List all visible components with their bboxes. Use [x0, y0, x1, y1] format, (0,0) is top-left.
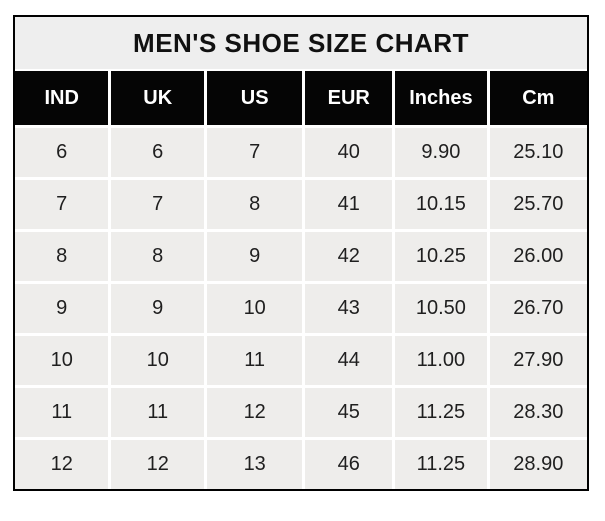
column-header: IND [15, 71, 109, 125]
size-table-body: 6 6 7 40 9.90 25.10 7 7 8 41 10.15 25.70 8 8 9 42 10.25 2… [15, 128, 587, 489]
table-cell: 6 [15, 128, 109, 177]
table-cell: 10.50 [395, 284, 487, 333]
table-cell: 8 [111, 232, 204, 281]
table-cell: 9 [15, 284, 109, 333]
column-header: Cm [489, 71, 587, 125]
table-cell: 27.90 [489, 336, 587, 385]
table-cell: 40 [305, 128, 393, 177]
chart-title: MEN'S SHOE SIZE CHART [15, 17, 587, 69]
table-cell: 9 [111, 284, 204, 333]
table-cell: 42 [305, 232, 393, 281]
table-cell: 10 [15, 336, 109, 385]
table-cell: 7 [206, 128, 303, 177]
table-cell: 10.25 [395, 232, 487, 281]
column-header: EUR [305, 71, 393, 125]
table-cell: 28.30 [489, 388, 587, 437]
table-cell: 11 [15, 388, 109, 437]
table-cell: 10 [111, 336, 204, 385]
table-header-row: IND UK US EUR Inches Cm [15, 71, 587, 125]
column-header: UK [111, 71, 204, 125]
table-cell: 41 [305, 180, 393, 229]
table-cell: 11.00 [395, 336, 487, 385]
table-cell: 12 [206, 388, 303, 437]
table-cell: 11.25 [395, 440, 487, 489]
table-cell: 7 [15, 180, 109, 229]
table-cell: 28.90 [489, 440, 587, 489]
column-header: Inches [395, 71, 487, 125]
shoe-size-chart: MEN'S SHOE SIZE CHART IND UK US EUR Inches Cm… [13, 15, 589, 491]
table-cell: 44 [305, 336, 393, 385]
table-cell: 25.10 [489, 128, 587, 177]
table-cell: 13 [206, 440, 303, 489]
table-cell: 46 [305, 440, 393, 489]
table-cell: 43 [305, 284, 393, 333]
table-cell: 26.00 [489, 232, 587, 281]
table-cell: 6 [111, 128, 204, 177]
table-cell: 12 [111, 440, 204, 489]
table-cell: 11 [111, 388, 204, 437]
table-cell: 11.25 [395, 388, 487, 437]
table-cell: 9.90 [395, 128, 487, 177]
table-cell: 8 [15, 232, 109, 281]
table-cell: 10.15 [395, 180, 487, 229]
table-cell: 10 [206, 284, 303, 333]
table-cell: 12 [15, 440, 109, 489]
table-cell: 11 [206, 336, 303, 385]
column-header: US [206, 71, 303, 125]
table-cell: 8 [206, 180, 303, 229]
table-cell: 7 [111, 180, 204, 229]
table-cell: 26.70 [489, 284, 587, 333]
table-cell: 25.70 [489, 180, 587, 229]
table-cell: 9 [206, 232, 303, 281]
table-cell: 45 [305, 388, 393, 437]
